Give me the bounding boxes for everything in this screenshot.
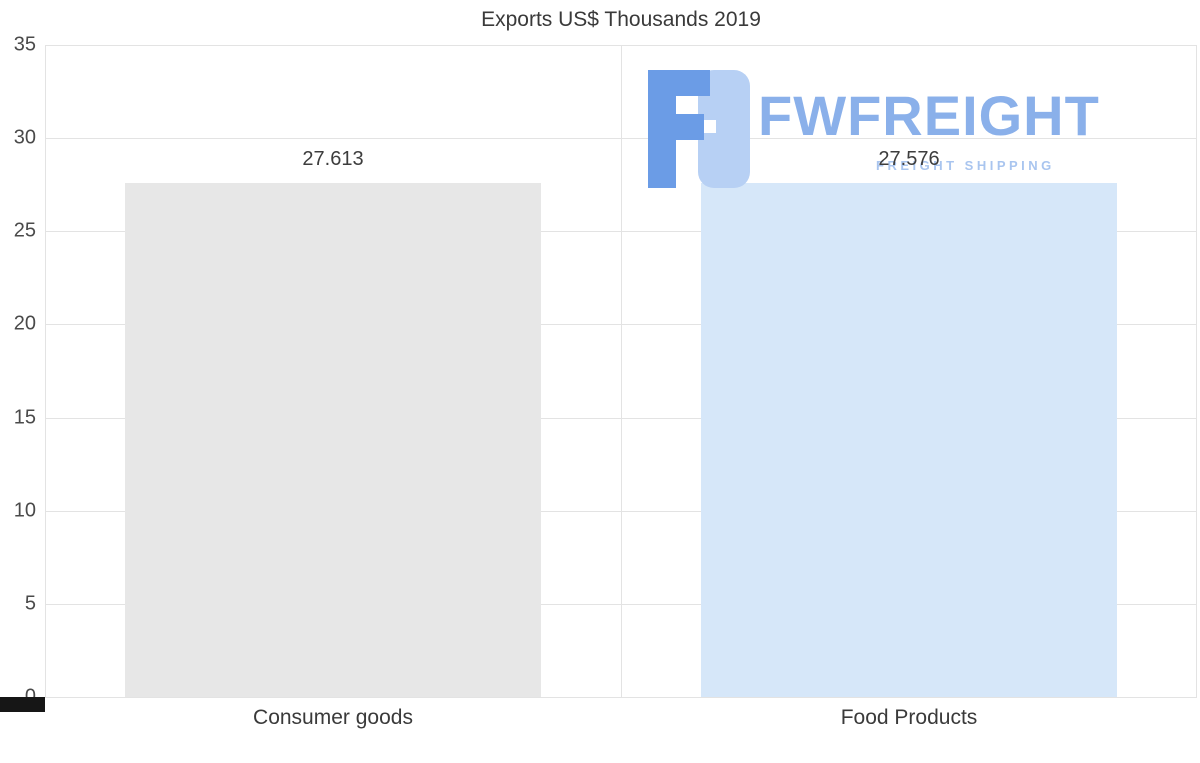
y-tick-label: 20 bbox=[13, 312, 36, 335]
bar bbox=[125, 182, 541, 697]
watermark-brand-text: FWFREIGHT bbox=[758, 84, 1100, 147]
category-divider-gridline bbox=[621, 45, 622, 697]
y-tick-label: 15 bbox=[13, 406, 36, 429]
gridline bbox=[45, 697, 1197, 698]
bar-value-label: 27.613 bbox=[302, 147, 364, 170]
x-axis-label: Food Products bbox=[840, 706, 978, 729]
fwfreight-logo-icon bbox=[648, 70, 750, 188]
category-cell-consumer-goods: 27.613 Consumer goods bbox=[45, 0, 621, 763]
plot-left-border bbox=[45, 45, 46, 697]
axis-origin-marker bbox=[0, 697, 45, 712]
plot-right-border bbox=[1196, 45, 1197, 697]
y-tick-label: 5 bbox=[24, 592, 36, 615]
y-tick-label: 25 bbox=[13, 219, 36, 242]
y-tick-label: 35 bbox=[13, 33, 36, 56]
y-tick-label: 30 bbox=[13, 126, 36, 149]
bar-value-label: 27.576 bbox=[878, 148, 940, 171]
x-axis-label: Consumer goods bbox=[253, 706, 413, 729]
y-tick-label: 0 bbox=[0, 686, 36, 709]
bar bbox=[701, 183, 1117, 697]
y-tick-label: 10 bbox=[13, 499, 36, 522]
chart-title: Exports US$ Thousands 2019 bbox=[481, 8, 761, 31]
category-cell-food-products: 27.576 Food Products bbox=[621, 0, 1197, 763]
watermark: FWFREIGHT FREIGHT SHIPPING bbox=[648, 70, 1168, 190]
watermark-tagline-text: FREIGHT SHIPPING bbox=[876, 158, 1055, 173]
